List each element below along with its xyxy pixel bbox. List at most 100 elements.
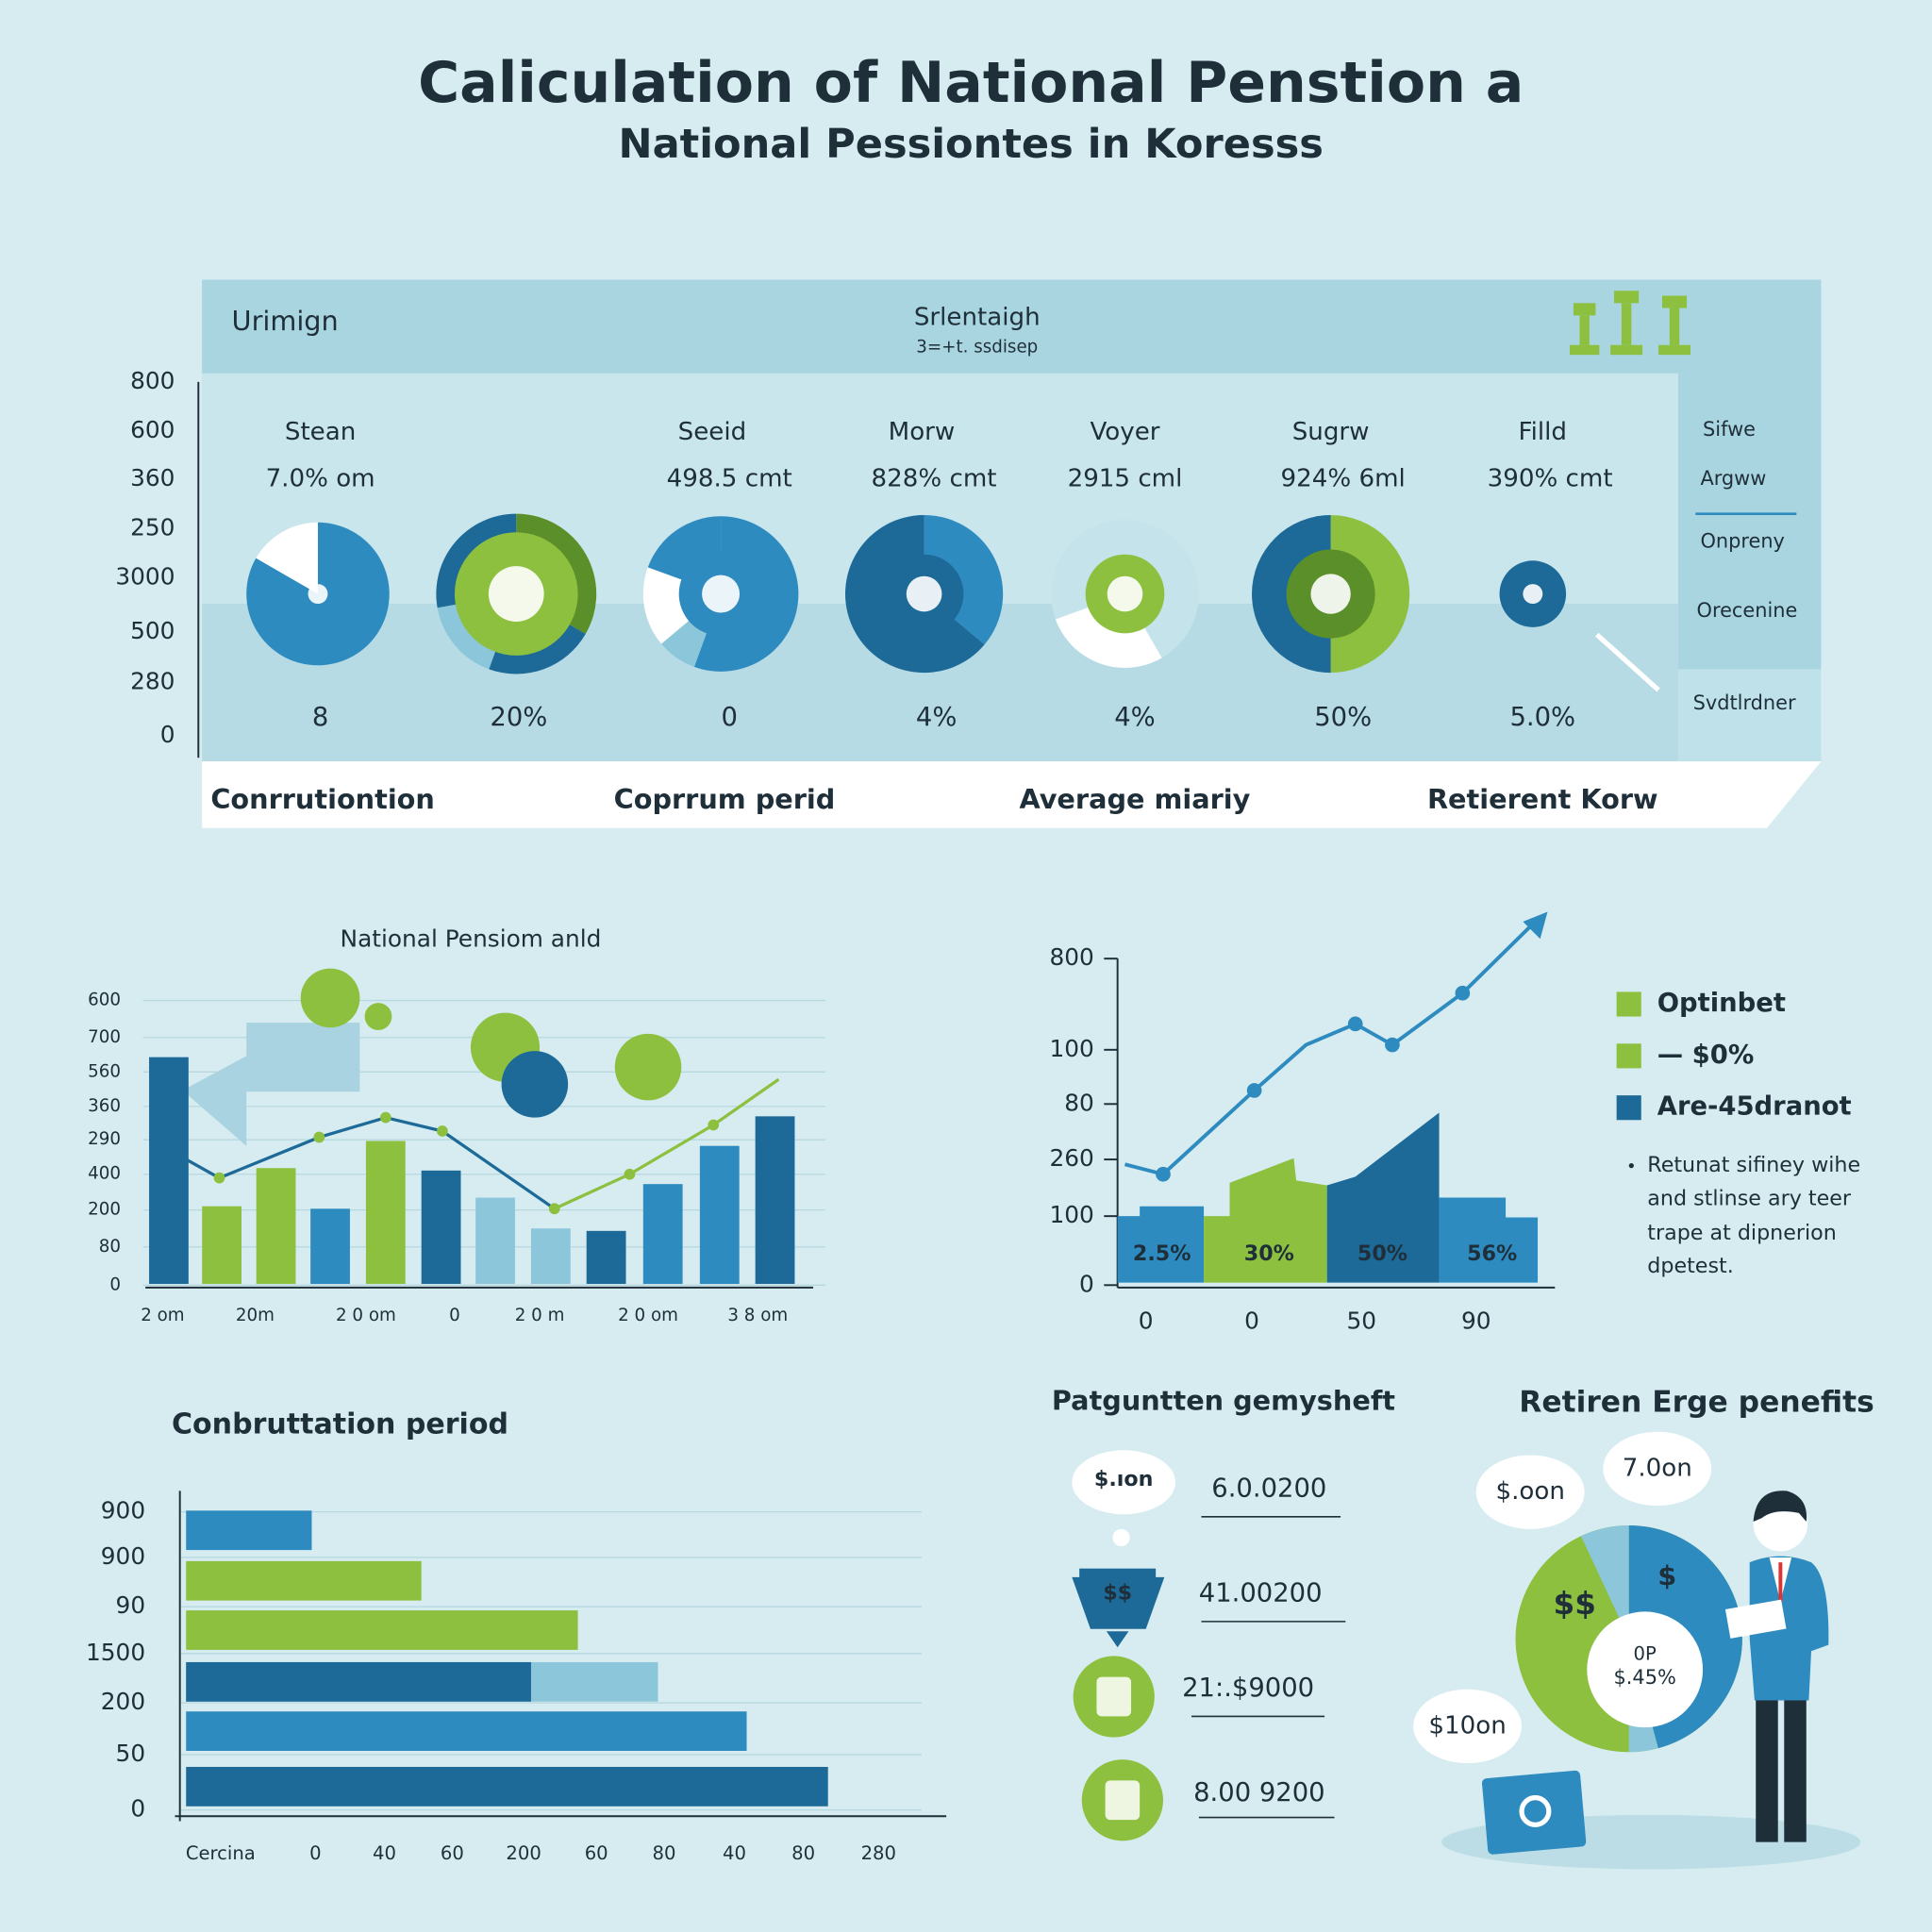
axis-label: 50: [116, 1740, 146, 1767]
bar-label: 30%: [1244, 1241, 1294, 1266]
point: [437, 1125, 448, 1137]
axis-label: 260: [1049, 1144, 1093, 1172]
pie-inner: [1587, 1611, 1704, 1728]
axis-label: 400: [88, 1164, 121, 1184]
legend-text: — $0%: [1657, 1041, 1755, 1070]
chart-title: Conbruttation period: [172, 1408, 508, 1441]
axis-label: 0: [1079, 1270, 1094, 1297]
point: [1455, 985, 1471, 1001]
briefcase-mark: [1519, 1795, 1552, 1827]
icon-label: $$: [1103, 1580, 1132, 1605]
point: [1347, 1016, 1363, 1032]
axis-label: 100: [1049, 1035, 1093, 1062]
legend-text: Optinbet: [1657, 989, 1786, 1018]
icon-label: $$: [1554, 1586, 1596, 1622]
legend-text: Are-45dranot: [1657, 1092, 1852, 1122]
column-percent: 20%: [490, 703, 547, 732]
wallet-top: [1079, 1568, 1157, 1579]
column-name: Filld: [1519, 418, 1567, 446]
bar: [256, 1168, 296, 1284]
legend-swatch: [1616, 1095, 1641, 1121]
title: Caliculation of National Penstion a: [418, 50, 1524, 116]
person-body: [1749, 1556, 1829, 1701]
bubble-label: $.oon: [1495, 1477, 1564, 1506]
coin-mark: [1105, 1780, 1141, 1821]
column-percent: 4%: [1114, 703, 1155, 732]
panel-footer: [202, 761, 1822, 828]
axis-label: 360: [130, 464, 175, 491]
section-title: Patguntten gemysheft: [1052, 1384, 1395, 1416]
header-label: Srlentaigh: [914, 303, 1041, 331]
column-name: Seeid: [678, 418, 747, 446]
bar: [1326, 1112, 1440, 1283]
line: [554, 1077, 780, 1210]
axis-label: 90: [116, 1591, 146, 1619]
chart-title: National Pensiom anld: [341, 925, 602, 953]
axis-label: 250: [130, 513, 175, 541]
bullet: [1628, 1162, 1634, 1169]
column-amount: 7.0% om: [266, 465, 375, 493]
column-name: Stean: [285, 418, 356, 446]
speech-bubble: [1475, 1455, 1585, 1529]
axis-label: 2 0 om: [336, 1306, 396, 1325]
bubble-label: 7.0on: [1623, 1454, 1692, 1482]
arrow-shape: [182, 1023, 360, 1146]
speech-bubble: [1413, 1689, 1523, 1764]
pointer-arrow: [1594, 632, 1660, 692]
legend-text: Svdtlrdner: [1693, 691, 1796, 714]
axis-label: 0: [309, 1842, 321, 1864]
arrow-head: [1523, 911, 1548, 940]
bar-label: 50%: [1357, 1241, 1407, 1266]
axis-label: 280: [861, 1842, 896, 1864]
legend-box: [1677, 373, 1822, 670]
bar: [586, 1230, 626, 1284]
person-leg: [1756, 1700, 1778, 1842]
pie-icon: [1310, 574, 1351, 614]
bar: [1439, 1197, 1539, 1283]
pie-icon: [702, 575, 741, 613]
axis-label: 80: [1064, 1089, 1094, 1116]
subtitle: National Pessiontes in Koresss: [619, 121, 1324, 168]
point: [624, 1168, 636, 1180]
bar: [1117, 1206, 1205, 1283]
person-paper: [1724, 1599, 1787, 1639]
legend-swatch: [1616, 991, 1641, 1017]
column-name: Sugrw: [1292, 418, 1370, 446]
footer-label: Conrrutiontion: [210, 783, 435, 815]
axis-label: 20m: [236, 1306, 275, 1325]
axis-label: 0: [160, 721, 175, 748]
footer-label: Coprrum perid: [614, 783, 836, 815]
axis-label: 200: [101, 1688, 145, 1715]
column-amount: 498.5 cmt: [667, 465, 792, 493]
axis-label: 3000: [115, 563, 175, 591]
section-title: Retiren Erge penefits: [1519, 1386, 1874, 1420]
line: [165, 1115, 556, 1210]
icon-label: $: [1657, 1559, 1676, 1591]
wallet-icon: [1072, 1576, 1165, 1629]
axis-label: 600: [88, 991, 121, 1010]
amount: 41.00200: [1199, 1579, 1323, 1608]
bar: [310, 1208, 350, 1284]
column-amount: 828% cmt: [872, 465, 997, 493]
header-sub: 3=+t. ssdisep: [916, 337, 1038, 357]
axis-label: 700: [88, 1027, 121, 1047]
axis-label: 600: [130, 416, 175, 443]
column-percent: 8: [312, 703, 328, 732]
point: [1246, 1083, 1262, 1098]
bar: [1204, 1158, 1327, 1283]
amount: 8.00 9200: [1193, 1778, 1324, 1807]
bar: [186, 1711, 747, 1751]
axis-label: 50: [1346, 1307, 1376, 1334]
bar-label: 56%: [1467, 1241, 1517, 1266]
column-percent: 5.0%: [1509, 703, 1575, 732]
bar: [186, 1560, 422, 1601]
note-text: trape at dipnerion: [1647, 1221, 1837, 1245]
column-amount: 2915 cml: [1068, 465, 1183, 493]
axis-label: 40: [723, 1842, 746, 1864]
bar: [186, 1510, 312, 1551]
globe-icon: [364, 1003, 392, 1030]
bar: [642, 1184, 683, 1284]
bar: [699, 1145, 740, 1284]
axis-label: 200: [506, 1842, 541, 1864]
